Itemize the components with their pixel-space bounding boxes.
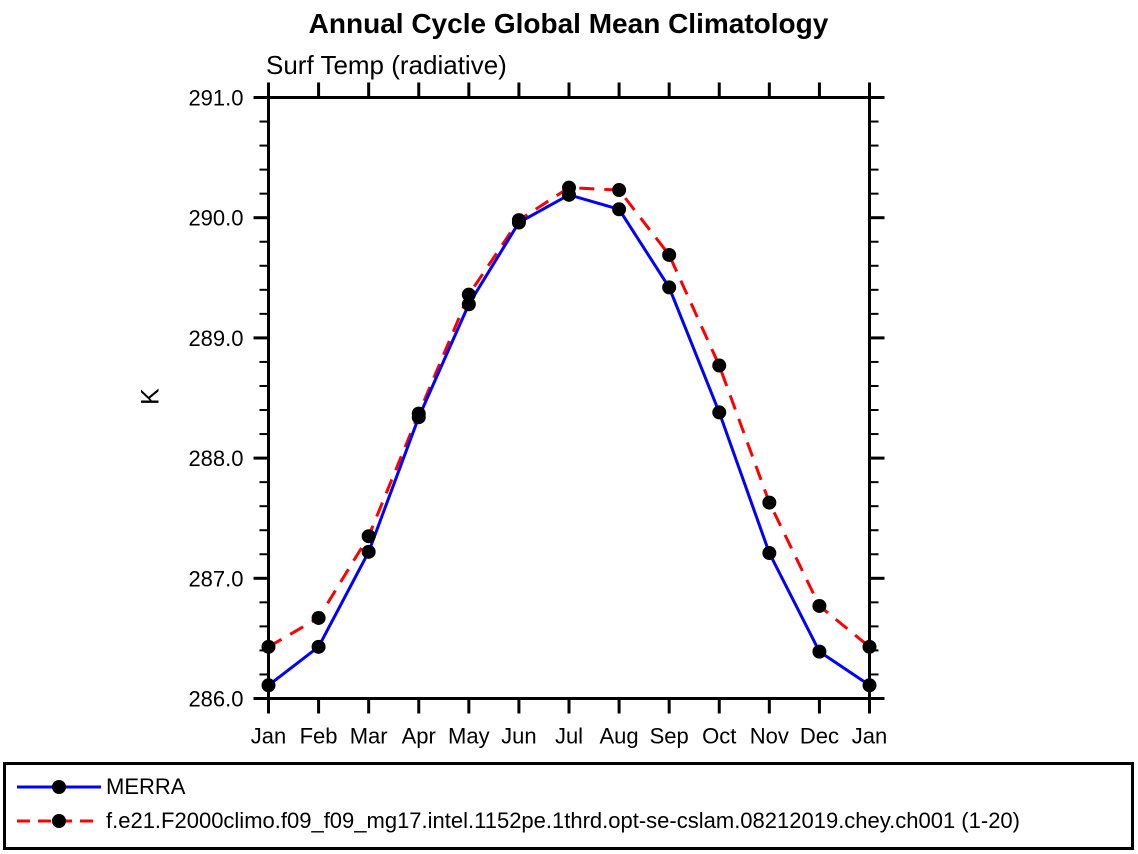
x-tick-label: Jun (501, 724, 536, 749)
data-point-marker (311, 610, 326, 625)
data-point-marker (562, 180, 576, 195)
x-tick-label: Apr (402, 724, 436, 749)
data-point-marker (662, 280, 677, 295)
data-point-marker (862, 639, 877, 654)
x-tick-label: Jan (852, 724, 887, 749)
y-tick-label: 288.0 (188, 446, 243, 471)
series-line-1 (267, 186, 871, 649)
data-point-marker (812, 598, 827, 613)
data-point-marker (762, 546, 777, 561)
merra-line-sample-icon (17, 780, 101, 794)
y-tick-label: 291.0 (188, 86, 243, 111)
x-tick-label: Nov (750, 724, 789, 749)
legend-item-model: f.e21.F2000climo.f09_f09_mg17.intel.1152… (6, 804, 1131, 838)
x-tick-label: Aug (600, 724, 639, 749)
legend-label-model: f.e21.F2000climo.f09_f09_mg17.intel.1152… (106, 808, 1020, 833)
data-point-marker (261, 678, 276, 693)
x-tick-label: Feb (300, 724, 338, 749)
data-point-marker (712, 358, 727, 373)
x-tick-label: Mar (350, 724, 388, 749)
data-point-marker (712, 405, 727, 420)
data-point-marker (662, 247, 677, 262)
data-point-marker (311, 639, 326, 654)
data-point-marker (612, 183, 627, 198)
data-point-marker (411, 406, 426, 421)
x-tick-label: May (448, 724, 490, 749)
x-tick-label: Sep (650, 724, 689, 749)
y-tick-label: 290.0 (188, 206, 243, 231)
chart-subtitle: Surf Temp (radiative) (266, 50, 507, 80)
plot-area: 286.0 287.0 288.0 289.0 290.0 291.0 Jan Feb Mar A… (188, 82, 887, 749)
data-point-marker (361, 544, 376, 559)
y-tick-label: 287.0 (188, 566, 243, 591)
data-point-marker (261, 639, 276, 654)
series-line-0 (267, 193, 871, 687)
data-point-marker (612, 202, 627, 217)
data-point-marker (762, 495, 777, 510)
model-dashed-line-sample-icon (17, 814, 101, 828)
legend-label-merra: MERRA (106, 774, 186, 799)
data-point-marker (862, 678, 877, 693)
chart-title: Annual Cycle Global Mean Climatology (308, 8, 829, 39)
data-point-marker (361, 529, 376, 544)
data-point-marker (812, 644, 827, 659)
data-point-marker (461, 287, 476, 302)
x-tick-label: Dec (800, 724, 839, 749)
y-tick-label: 286.0 (188, 687, 243, 712)
legend-item-merra: MERRA (6, 770, 1131, 804)
x-tick-label: Oct (702, 724, 736, 749)
x-tick-label: Jul (555, 724, 583, 749)
data-point-marker (511, 213, 526, 228)
x-tick-label: Jan (251, 724, 286, 749)
data-point-marker (461, 297, 476, 312)
y-tick-label: 289.0 (188, 326, 243, 351)
legend: MERRA f.e21.F2000climo.f09_f09_mg17.inte… (3, 762, 1134, 850)
